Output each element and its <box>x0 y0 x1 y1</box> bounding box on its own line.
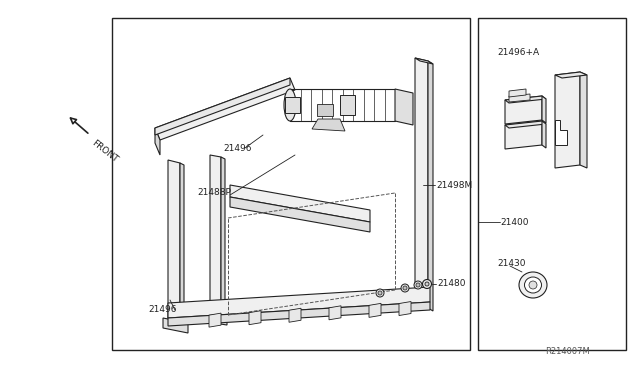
Ellipse shape <box>378 291 382 295</box>
Ellipse shape <box>525 277 541 293</box>
Polygon shape <box>415 58 433 64</box>
Polygon shape <box>580 72 587 168</box>
Text: 21488P: 21488P <box>197 187 231 196</box>
Text: 21480: 21480 <box>437 279 465 289</box>
Polygon shape <box>509 89 526 97</box>
Text: 21430: 21430 <box>497 259 525 267</box>
Polygon shape <box>415 58 428 308</box>
Polygon shape <box>369 303 381 317</box>
Polygon shape <box>168 302 430 326</box>
Polygon shape <box>555 120 567 145</box>
Polygon shape <box>317 104 333 116</box>
Polygon shape <box>180 163 184 323</box>
Polygon shape <box>555 72 580 168</box>
Text: R214007M: R214007M <box>545 347 590 356</box>
Polygon shape <box>542 96 546 123</box>
Polygon shape <box>155 78 290 135</box>
Ellipse shape <box>376 289 384 297</box>
Polygon shape <box>249 311 261 325</box>
Polygon shape <box>155 128 160 155</box>
Polygon shape <box>210 155 221 314</box>
Ellipse shape <box>529 281 537 289</box>
Text: 21496: 21496 <box>148 305 177 314</box>
Ellipse shape <box>519 272 547 298</box>
Polygon shape <box>155 78 295 140</box>
Ellipse shape <box>416 283 420 287</box>
Ellipse shape <box>422 279 431 289</box>
Polygon shape <box>505 121 542 149</box>
Polygon shape <box>329 306 341 320</box>
Text: 21400: 21400 <box>500 218 529 227</box>
Ellipse shape <box>401 284 409 292</box>
Bar <box>478 18 626 350</box>
Polygon shape <box>509 94 530 102</box>
Ellipse shape <box>284 89 296 121</box>
Polygon shape <box>555 72 587 78</box>
Polygon shape <box>428 61 433 311</box>
Polygon shape <box>505 96 542 124</box>
Polygon shape <box>399 302 411 315</box>
Text: FRONT: FRONT <box>90 138 120 164</box>
Polygon shape <box>542 121 546 148</box>
Ellipse shape <box>425 282 429 286</box>
Polygon shape <box>221 157 225 316</box>
Ellipse shape <box>414 281 422 289</box>
Polygon shape <box>230 197 370 232</box>
Text: 21496: 21496 <box>223 144 252 153</box>
Polygon shape <box>340 95 355 115</box>
Text: 21496+A: 21496+A <box>497 48 539 57</box>
Polygon shape <box>289 308 301 322</box>
Polygon shape <box>168 160 180 321</box>
Polygon shape <box>163 318 188 333</box>
Polygon shape <box>505 121 546 128</box>
Bar <box>112 18 470 350</box>
Ellipse shape <box>403 286 407 290</box>
Polygon shape <box>168 287 430 318</box>
Polygon shape <box>312 119 345 131</box>
Polygon shape <box>230 185 370 222</box>
Polygon shape <box>285 97 300 113</box>
Polygon shape <box>207 312 227 325</box>
Polygon shape <box>505 96 546 103</box>
Polygon shape <box>395 89 413 125</box>
Text: 21498M: 21498M <box>436 180 472 189</box>
Polygon shape <box>209 313 221 327</box>
